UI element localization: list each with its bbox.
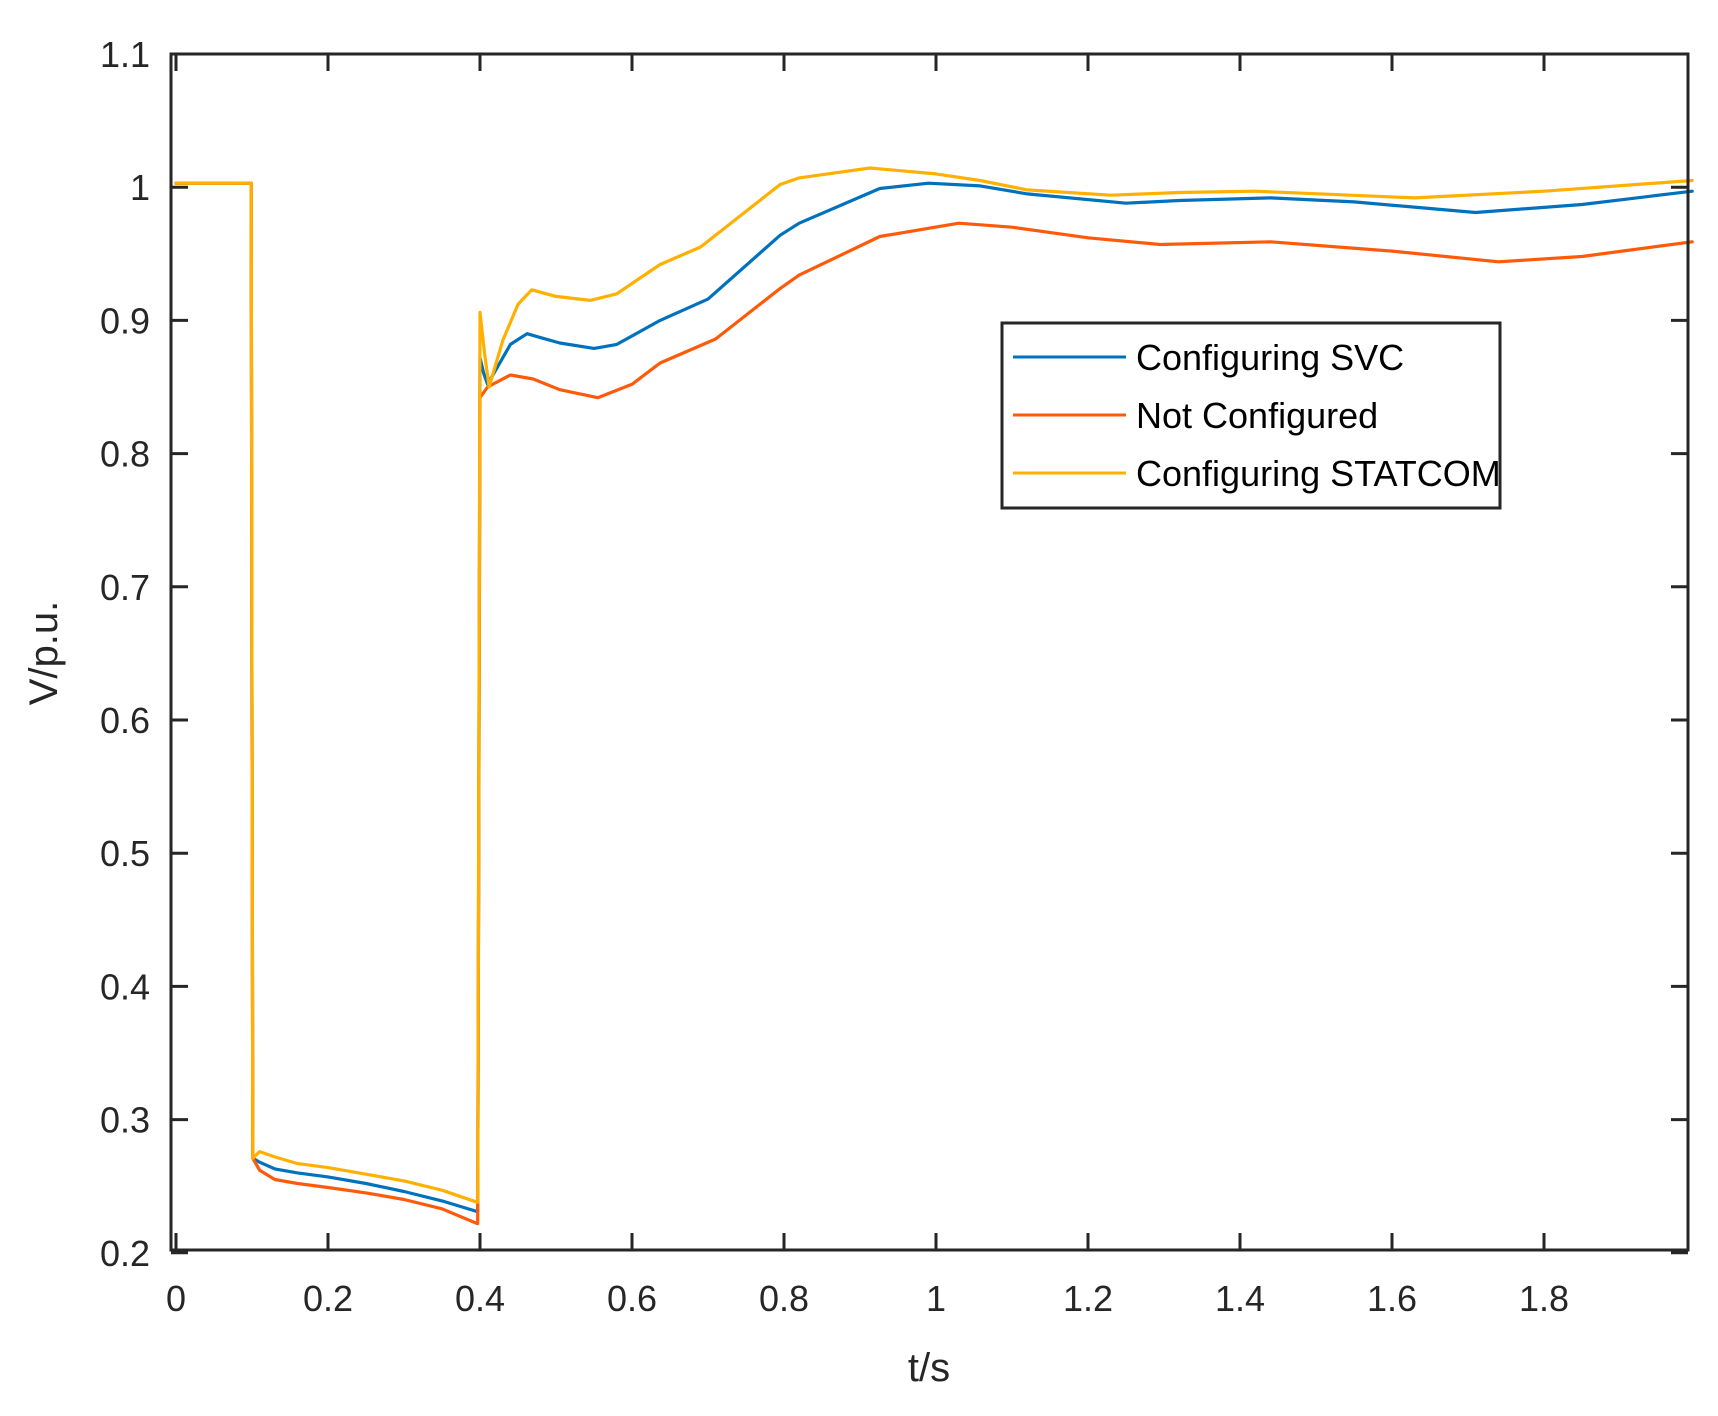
series-line-configuring-svc	[174, 181, 1694, 1214]
y-tick-label: 1	[130, 167, 150, 208]
y-tick-label: 0.7	[100, 567, 150, 608]
y-axis-label: V/p.u.	[22, 601, 66, 706]
x-tick-label: 1	[926, 1278, 946, 1319]
y-axis-ticks: 0.2 0.3 0.4 0.5 0.6 0.7 0.8 0.9 1 1.1	[100, 34, 1688, 1274]
x-tick-label: 1.8	[1519, 1278, 1569, 1319]
y-tick-label: 0.6	[100, 700, 150, 741]
legend: Configuring SVC Not Configured Configuri…	[1000, 321, 1502, 510]
x-tick-label: 1.2	[1063, 1278, 1113, 1319]
legend-label-statcom: Configuring STATCOM	[1136, 453, 1501, 494]
legend-label-svc: Configuring SVC	[1136, 337, 1404, 378]
x-tick-label: 0.2	[303, 1278, 353, 1319]
x-tick-label: 1.4	[1215, 1278, 1265, 1319]
x-tick-label: 0.8	[759, 1278, 809, 1319]
series-line-configuring-statcom	[174, 166, 1694, 1204]
x-tick-label: 0.6	[607, 1278, 657, 1319]
y-tick-label: 0.8	[100, 434, 150, 475]
y-tick-label: 0.4	[100, 966, 150, 1007]
series-lines	[174, 166, 1694, 1226]
x-axis-label: t/s	[908, 1346, 950, 1390]
x-axis-ticks: 0 0.2 0.4 0.6 0.8 1 1.2 1.4 1.6 1.8	[166, 54, 1569, 1319]
legend-label-not-configured: Not Configured	[1136, 395, 1378, 436]
y-tick-label: 1.1	[100, 34, 150, 75]
y-tick-label: 0.5	[100, 833, 150, 874]
x-tick-label: 0.4	[455, 1278, 505, 1319]
x-tick-label: 0	[166, 1278, 186, 1319]
y-tick-label: 0.9	[100, 300, 150, 341]
plot-area-box	[169, 52, 1690, 1252]
series-line-not-configured	[174, 181, 1694, 1226]
x-tick-label: 1.6	[1367, 1278, 1417, 1319]
y-tick-label: 0.2	[100, 1233, 150, 1274]
y-tick-label: 0.3	[100, 1100, 150, 1141]
